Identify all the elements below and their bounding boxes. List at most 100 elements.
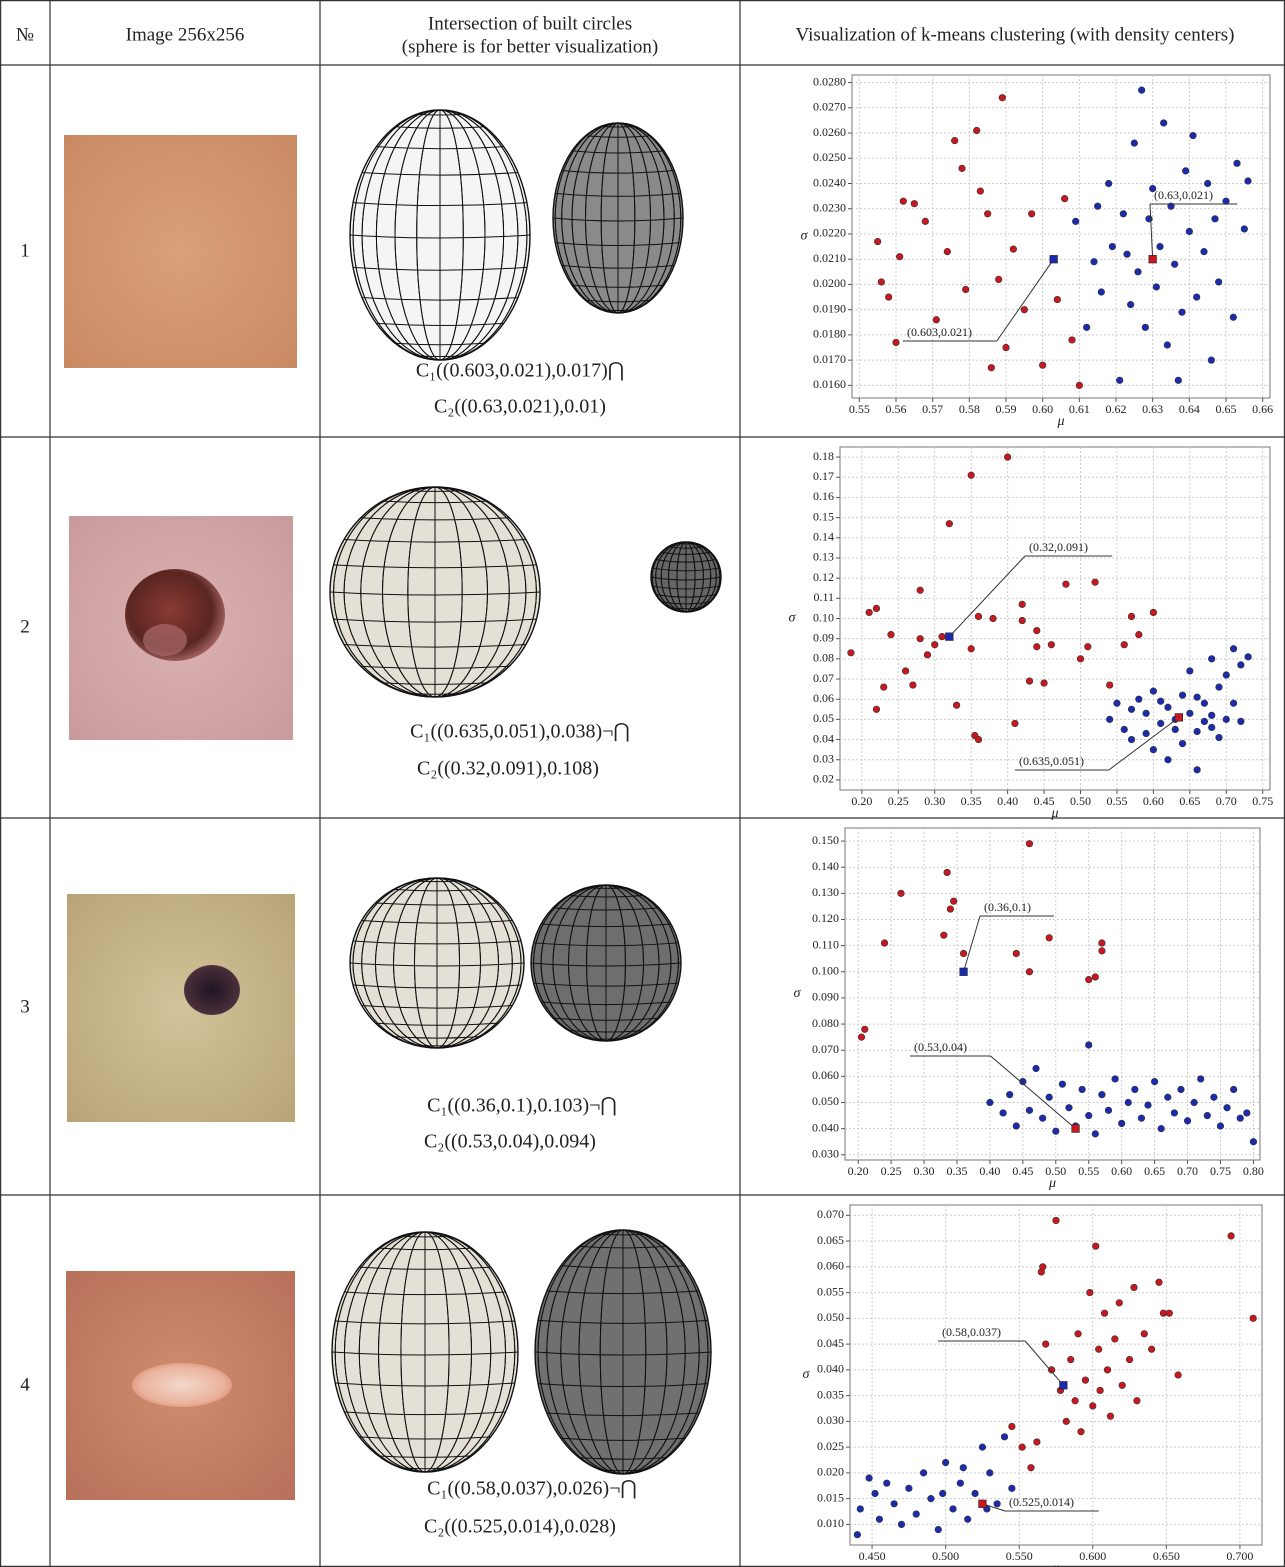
point [1166, 1310, 1173, 1317]
point [1175, 1372, 1182, 1379]
y-tick-label: 0.09 [813, 630, 834, 644]
y-tick-label: 0.030 [817, 1413, 844, 1427]
point [1230, 645, 1237, 652]
point [1092, 1243, 1099, 1250]
density-center [979, 1500, 987, 1508]
point [866, 1475, 873, 1482]
x-tick-label: 0.70 [1216, 794, 1237, 808]
y-tick-label: 0.08 [813, 651, 834, 665]
point [1150, 746, 1157, 753]
point [1039, 1115, 1046, 1122]
header-image: Image 256x256 [126, 24, 245, 45]
point [1092, 579, 1099, 586]
y-tick-label: 0.010 [817, 1516, 844, 1530]
point [1204, 1112, 1211, 1119]
point [1059, 1081, 1066, 1088]
point [1238, 662, 1245, 669]
annotation-label: (0.58,0.037) [942, 1325, 1001, 1339]
point [881, 940, 888, 947]
x-tick-label: 0.20 [851, 794, 872, 808]
y-tick-label: 0.0240 [813, 175, 846, 189]
point [1208, 656, 1215, 663]
y-tick-label: 0.03 [813, 751, 834, 765]
y-axis-label: σ [794, 986, 802, 1001]
point [1151, 1078, 1158, 1085]
point [910, 682, 917, 689]
y-tick-label: 0.090 [812, 990, 839, 1004]
point [1010, 246, 1017, 253]
point [1237, 1115, 1244, 1122]
formula: C₁((0.635,0.051),0.038)¬⋂ [410, 721, 630, 743]
x-tick-label: 0.40 [997, 794, 1018, 808]
point [1066, 1104, 1073, 1111]
spheres [330, 110, 721, 1474]
point [941, 932, 948, 939]
x-tick-label: 0.65 [1216, 402, 1237, 416]
scatter-chart: 0.4500.5000.5500.6000.6500.7000.0100.015… [803, 1205, 1262, 1567]
point [1135, 269, 1142, 276]
y-tick-label: 0.060 [812, 1068, 839, 1082]
point [1142, 324, 1149, 331]
point [1039, 1264, 1046, 1271]
density-center [1149, 255, 1157, 263]
x-tick-label: 0.70 [1177, 1164, 1198, 1178]
y-tick-label: 0.07 [813, 671, 834, 685]
point [1194, 728, 1201, 735]
x-tick-label: 0.55 [849, 402, 870, 416]
sphere [350, 878, 524, 1048]
point [1131, 1284, 1138, 1291]
point [917, 635, 924, 642]
point [987, 1099, 994, 1106]
point [1208, 724, 1215, 731]
point [1012, 720, 1019, 727]
point [1175, 377, 1182, 384]
point [1190, 132, 1197, 139]
point [1150, 609, 1157, 616]
point [1069, 337, 1076, 344]
x-tick-label: 0.61 [1069, 402, 1090, 416]
point [1116, 1300, 1123, 1307]
point [1021, 306, 1028, 313]
point [1106, 682, 1113, 689]
point [1160, 120, 1167, 127]
point [1109, 243, 1116, 250]
density-center [946, 633, 954, 641]
point [1124, 251, 1131, 258]
x-axis-label: μ [1048, 1176, 1056, 1191]
x-tick-label: 0.58 [959, 402, 980, 416]
x-tick-label: 0.20 [848, 1164, 869, 1178]
point [1143, 710, 1150, 717]
point [1171, 1110, 1178, 1117]
row-number: 3 [20, 996, 30, 1017]
y-axis-label: σ [803, 1367, 811, 1382]
y-tick-label: 0.0200 [813, 276, 846, 290]
point [1141, 1330, 1148, 1337]
point [1224, 1104, 1231, 1111]
point [1063, 1418, 1070, 1425]
point [1164, 1094, 1171, 1101]
point [1095, 1346, 1102, 1353]
point [1118, 1120, 1125, 1127]
point [872, 1490, 879, 1497]
y-tick-label: 0.0190 [813, 301, 846, 315]
annotation-label: (0.32,0.091) [1029, 540, 1088, 554]
point [1156, 1279, 1163, 1286]
point [878, 279, 885, 286]
x-tick-label: 0.55 [1078, 1164, 1099, 1178]
point [1091, 258, 1098, 265]
x-tick-label: 0.66 [1252, 402, 1273, 416]
row-number: 2 [20, 616, 30, 637]
y-tick-label: 0.0280 [813, 74, 846, 88]
point [858, 1034, 865, 1041]
point [1112, 1336, 1119, 1343]
point [1048, 641, 1055, 648]
point [1041, 680, 1048, 687]
point [1194, 767, 1201, 774]
point [1157, 243, 1164, 250]
y-tick-label: 0.110 [812, 937, 839, 951]
point [1178, 1086, 1185, 1093]
y-axis-label: σ [789, 611, 797, 626]
point [1085, 1042, 1092, 1049]
point [1092, 974, 1099, 981]
x-tick-label: 0.700 [1226, 1549, 1253, 1563]
